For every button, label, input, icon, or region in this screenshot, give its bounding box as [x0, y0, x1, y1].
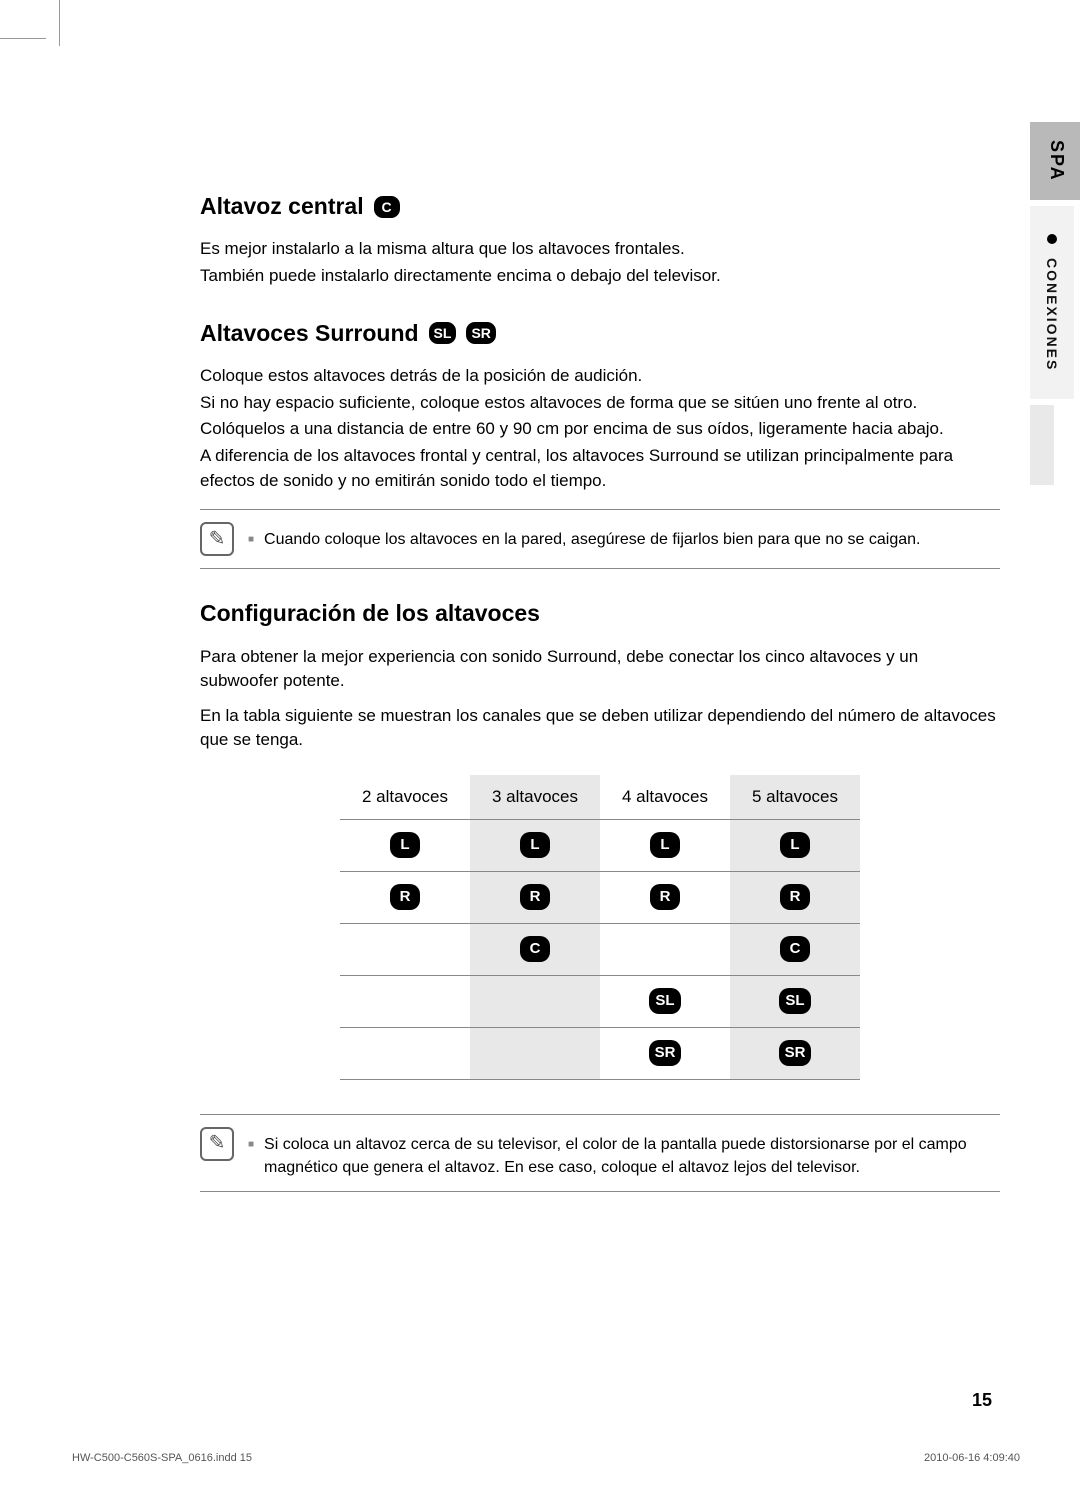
bullet-icon: ■: [248, 528, 254, 552]
speaker-sr-icon: SR: [466, 322, 495, 344]
table-row: CC: [340, 923, 860, 975]
central-line-0: Es mejor instalarlo a la misma altura qu…: [200, 237, 1000, 262]
section-surround: Altavoces Surround SL SR Coloque estos a…: [200, 317, 1000, 570]
heading-surround: Altavoces Surround SL SR: [200, 317, 1000, 350]
bullet-icon: ■: [248, 1133, 254, 1157]
speaker-badge-icon: C: [520, 936, 550, 962]
table-header: 4 altavoces: [600, 775, 730, 819]
surround-line-3: A diferencia de los altavoces frontal y …: [200, 444, 1000, 493]
speaker-badge-icon: L: [520, 832, 550, 858]
speaker-badge-icon: C: [780, 936, 810, 962]
speaker-badge-icon: R: [520, 884, 550, 910]
table-cell: L: [470, 819, 600, 871]
table-cell: L: [730, 819, 860, 871]
central-line-1: También puede instalarlo directamente en…: [200, 264, 1000, 289]
footer-right: 2010-06-16 4:09:40: [924, 1451, 1020, 1467]
note-2: ✎ ■ Si coloca un altavoz cerca de su tele…: [200, 1114, 1000, 1192]
speaker-badge-icon: L: [650, 832, 680, 858]
table-cell: R: [340, 871, 470, 923]
surround-line-1: Si no hay espacio suficiente, coloque es…: [200, 391, 1000, 416]
table-cell: R: [600, 871, 730, 923]
table-cell: C: [730, 923, 860, 975]
config-line-1: En la tabla siguiente se muestran los ca…: [200, 704, 1000, 753]
note-1-text-wrap: ■ Cuando coloque los altavoces en la pare…: [248, 522, 921, 552]
note-1-text: Cuando coloque los altavoces en la pared…: [264, 528, 920, 551]
heading-config: Configuración de los altavoces: [200, 597, 1000, 630]
table-row: RRRR: [340, 871, 860, 923]
speaker-badge-icon: SR: [649, 1040, 682, 1066]
print-footer: HW-C500-C560S-SPA_0616.indd 15 2010-06-1…: [72, 1451, 1020, 1467]
speaker-c-icon: C: [374, 196, 400, 218]
surround-line-2: Colóquelos a una distancia de entre 60 y…: [200, 417, 1000, 442]
table-row: LLLL: [340, 819, 860, 871]
note-1: ✎ ■ Cuando coloque los altavoces en la pa…: [200, 509, 1000, 569]
page-number: 15: [972, 1387, 992, 1413]
crop-mark-vertical: [59, 0, 60, 46]
table-cell: [470, 975, 600, 1027]
note-2-text-wrap: ■ Si coloca un altavoz cerca de su televi…: [248, 1127, 1000, 1179]
table-cell: R: [730, 871, 860, 923]
table-cell: SR: [600, 1027, 730, 1079]
speaker-badge-icon: R: [650, 884, 680, 910]
speaker-badge-icon: SL: [649, 988, 680, 1014]
table-cell: [340, 1027, 470, 1079]
table-cell: C: [470, 923, 600, 975]
table-cell: R: [470, 871, 600, 923]
speaker-badge-icon: L: [390, 832, 420, 858]
table-cell: SL: [600, 975, 730, 1027]
table-header: 2 altavoces: [340, 775, 470, 819]
speaker-badge-icon: SR: [779, 1040, 812, 1066]
table-cell: [340, 975, 470, 1027]
table-cell: [600, 923, 730, 975]
table-cell: L: [340, 819, 470, 871]
note-icon: ✎: [200, 1127, 234, 1161]
speaker-config-table: 2 altavoces3 altavoces4 altavoces5 altav…: [340, 775, 860, 1080]
table-header: 3 altavoces: [470, 775, 600, 819]
section-dot-icon: [1047, 234, 1057, 244]
section-config: Configuración de los altavoces Para obte…: [200, 597, 1000, 1192]
blank-tab: [1030, 405, 1054, 485]
speaker-badge-icon: L: [780, 832, 810, 858]
side-tabs: SPA CONEXIONES: [1030, 122, 1080, 491]
table-header: 5 altavoces: [730, 775, 860, 819]
note-icon: ✎: [200, 522, 234, 556]
page-content: Altavoz central C Es mejor instalarlo a …: [200, 190, 1000, 1220]
speaker-badge-icon: R: [390, 884, 420, 910]
table-cell: [470, 1027, 600, 1079]
surround-line-0: Coloque estos altavoces detrás de la pos…: [200, 364, 1000, 389]
heading-surround-text: Altavoces Surround: [200, 317, 419, 350]
speaker-sl-icon: SL: [429, 322, 457, 344]
crop-mark-horizontal: [0, 38, 46, 39]
section-central: Altavoz central C Es mejor instalarlo a …: [200, 190, 1000, 289]
table-cell: SR: [730, 1027, 860, 1079]
language-tab: SPA: [1030, 122, 1080, 200]
note-2-text: Si coloca un altavoz cerca de su televis…: [264, 1133, 1000, 1179]
section-tab-label: CONEXIONES: [1044, 258, 1060, 371]
heading-central-text: Altavoz central: [200, 190, 364, 223]
table-cell: L: [600, 819, 730, 871]
speaker-badge-icon: R: [780, 884, 810, 910]
section-tab: CONEXIONES: [1030, 206, 1074, 399]
table-row: SL SL: [340, 975, 860, 1027]
footer-left: HW-C500-C560S-SPA_0616.indd 15: [72, 1451, 252, 1467]
table-cell: SL: [730, 975, 860, 1027]
speaker-badge-icon: SL: [779, 988, 810, 1014]
table-cell: [340, 923, 470, 975]
config-line-0: Para obtener la mejor experiencia con so…: [200, 645, 1000, 694]
heading-central: Altavoz central C: [200, 190, 1000, 223]
table-row: SR SR: [340, 1027, 860, 1079]
